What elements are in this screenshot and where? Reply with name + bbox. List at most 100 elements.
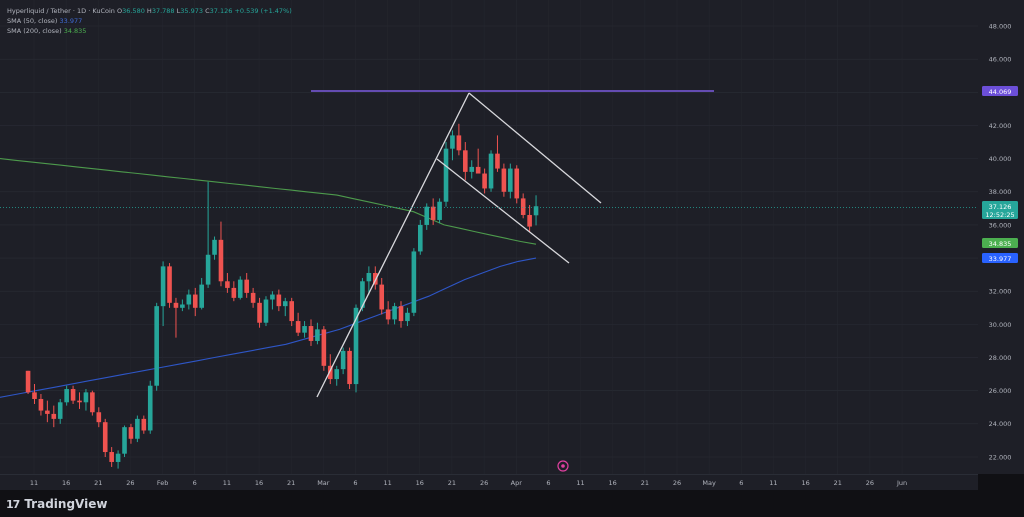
x-tick-label: 11: [30, 479, 38, 487]
candle[interactable]: [488, 150, 494, 192]
candle-body: [411, 251, 417, 313]
candle[interactable]: [405, 307, 410, 327]
target-icon[interactable]: [557, 460, 569, 472]
candle[interactable]: [340, 347, 346, 375]
candle[interactable]: [372, 266, 378, 290]
candle[interactable]: [430, 198, 436, 225]
candle[interactable]: [443, 142, 449, 207]
candle[interactable]: [237, 276, 243, 300]
trendline-lower[interactable]: [436, 158, 570, 264]
candle[interactable]: [520, 193, 526, 219]
candle[interactable]: [102, 418, 108, 457]
sma200-legend-value: 34.835: [63, 27, 87, 35]
candle[interactable]: [70, 385, 76, 404]
candle[interactable]: [392, 302, 397, 325]
candle[interactable]: [533, 195, 539, 226]
candle[interactable]: [295, 312, 301, 336]
candle[interactable]: [225, 272, 230, 293]
candle[interactable]: [475, 148, 481, 174]
trendline-rise[interactable]: [316, 92, 470, 398]
candle-body: [180, 304, 185, 308]
candle[interactable]: [347, 347, 352, 390]
candle[interactable]: [135, 415, 140, 443]
sma50-legend-row[interactable]: SMA (50, close) 33.977: [7, 16, 292, 26]
plot-area[interactable]: [0, 0, 978, 474]
candle[interactable]: [482, 168, 487, 194]
candle[interactable]: [250, 287, 256, 308]
candle[interactable]: [379, 277, 385, 315]
candle[interactable]: [270, 291, 275, 310]
candle[interactable]: [64, 385, 69, 406]
candle[interactable]: [308, 319, 314, 346]
candle[interactable]: [495, 135, 500, 172]
x-tick-label: May: [702, 479, 716, 487]
candle[interactable]: [154, 302, 159, 391]
symbol-title[interactable]: Hyperliquid / Tether · 1D · KuCoin: [7, 7, 115, 15]
candle[interactable]: [147, 380, 153, 434]
candle[interactable]: [450, 130, 455, 161]
candle[interactable]: [463, 142, 468, 181]
candle[interactable]: [32, 384, 37, 404]
candle[interactable]: [527, 205, 532, 232]
candle[interactable]: [218, 221, 224, 287]
sma200-line[interactable]: [0, 158, 537, 245]
candle[interactable]: [263, 296, 269, 327]
candle[interactable]: [321, 326, 327, 371]
candle[interactable]: [83, 389, 89, 411]
candle-body: [430, 206, 436, 220]
sma200-legend-row[interactable]: SMA (200, close) 34.835: [7, 26, 292, 36]
candle[interactable]: [173, 297, 179, 338]
candle[interactable]: [231, 281, 237, 302]
candle[interactable]: [508, 163, 513, 199]
candle[interactable]: [141, 415, 147, 434]
candle[interactable]: [282, 297, 288, 317]
candle[interactable]: [257, 297, 262, 328]
candle[interactable]: [366, 266, 372, 295]
candle[interactable]: [109, 447, 114, 467]
time-axis[interactable]: [0, 474, 978, 490]
candle[interactable]: [514, 165, 520, 204]
candle[interactable]: [160, 261, 166, 327]
candle[interactable]: [25, 370, 31, 395]
candle[interactable]: [192, 287, 198, 317]
candle[interactable]: [167, 263, 172, 308]
candle[interactable]: [315, 322, 320, 345]
candle[interactable]: [51, 405, 57, 428]
candle[interactable]: [77, 392, 82, 409]
candle[interactable]: [90, 390, 95, 416]
price-axis[interactable]: [978, 0, 1024, 474]
sma50-line[interactable]: [0, 257, 537, 398]
candle[interactable]: [115, 450, 121, 469]
candle[interactable]: [302, 321, 307, 338]
candle[interactable]: [45, 400, 50, 423]
candle-body: [527, 214, 532, 227]
candle[interactable]: [244, 272, 249, 298]
candle[interactable]: [398, 301, 404, 328]
candle[interactable]: [289, 297, 294, 327]
candle[interactable]: [122, 425, 127, 457]
candle[interactable]: [418, 219, 423, 255]
candle[interactable]: [334, 365, 340, 386]
candle-body: [64, 389, 69, 403]
candle[interactable]: [276, 289, 282, 312]
candle[interactable]: [38, 394, 44, 416]
candle[interactable]: [501, 163, 507, 197]
trendline-upper[interactable]: [468, 92, 602, 204]
candle[interactable]: [456, 123, 462, 156]
tradingview-brand[interactable]: 17 TradingView: [6, 497, 107, 511]
candle[interactable]: [186, 289, 192, 310]
candle[interactable]: [212, 236, 217, 260]
candle[interactable]: [199, 277, 204, 310]
candle[interactable]: [96, 407, 102, 428]
candle[interactable]: [57, 398, 63, 424]
ohlc-low: 35.973: [180, 7, 204, 15]
candle[interactable]: [411, 248, 417, 317]
candle[interactable]: [180, 299, 185, 312]
candle[interactable]: [128, 423, 134, 444]
candle[interactable]: [205, 181, 211, 288]
y-tick-label: 40.000: [989, 155, 1012, 163]
candle[interactable]: [385, 301, 391, 325]
candle[interactable]: [469, 160, 475, 179]
candle[interactable]: [437, 198, 442, 224]
